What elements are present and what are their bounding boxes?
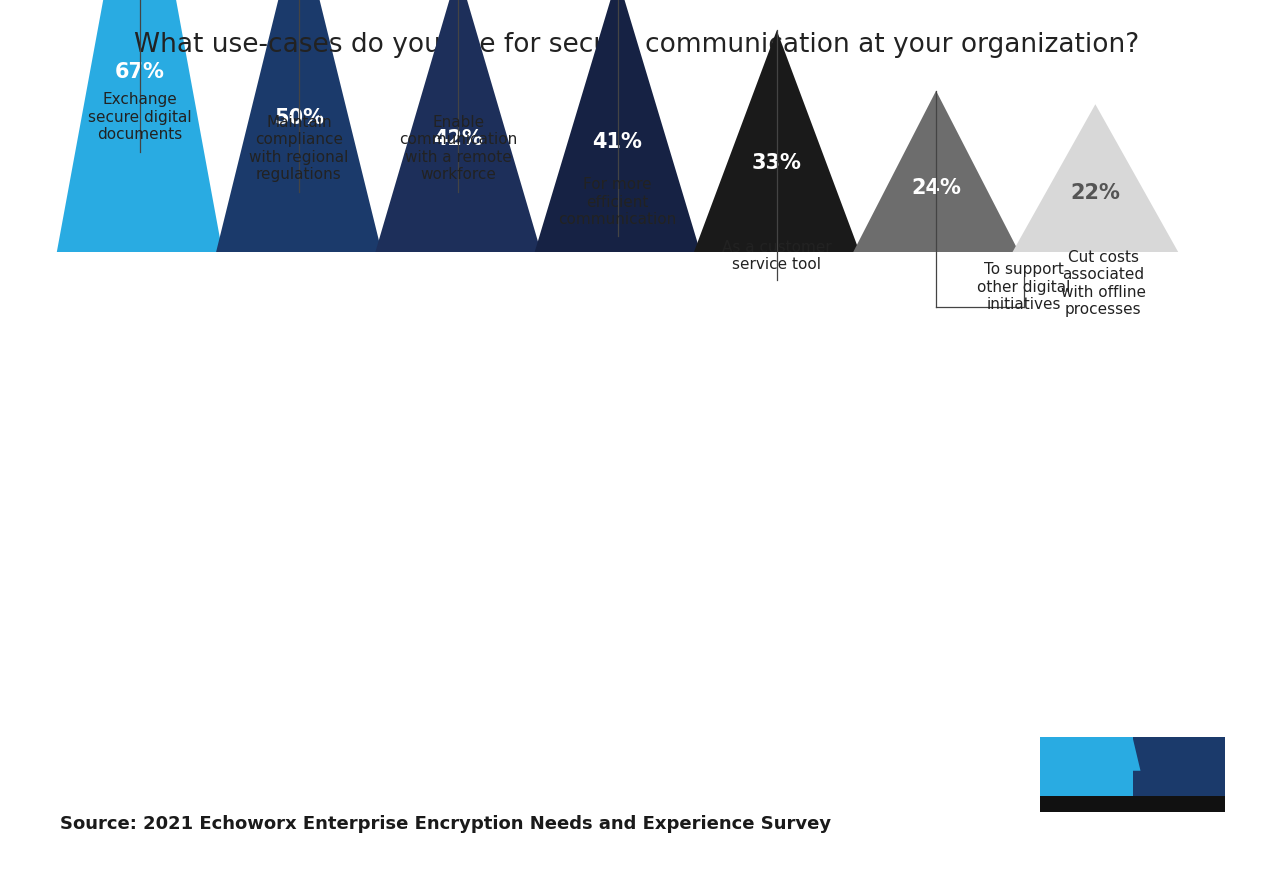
- Text: 24%: 24%: [912, 178, 961, 198]
- Text: Maintain
compliance
with regional
regulations: Maintain compliance with regional regula…: [249, 115, 348, 182]
- Text: 33%: 33%: [752, 153, 802, 174]
- Text: 41%: 41%: [593, 132, 643, 152]
- Text: What use-cases do you see for secure communication at your organization?: What use-cases do you see for secure com…: [134, 32, 1140, 58]
- Text: 22%: 22%: [1071, 183, 1121, 203]
- FancyBboxPatch shape: [1132, 737, 1225, 812]
- Polygon shape: [57, 0, 222, 252]
- Polygon shape: [375, 0, 541, 252]
- Polygon shape: [694, 31, 859, 252]
- FancyBboxPatch shape: [1040, 737, 1132, 812]
- Text: 50%: 50%: [274, 107, 324, 127]
- Polygon shape: [534, 0, 700, 252]
- Text: 42%: 42%: [434, 129, 483, 149]
- Polygon shape: [215, 0, 381, 252]
- Text: Exchange
secure digital
documents: Exchange secure digital documents: [88, 92, 191, 142]
- Polygon shape: [1125, 737, 1141, 771]
- Text: Cut costs
associated
with offline
processes: Cut costs associated with offline proces…: [1061, 249, 1146, 317]
- Text: 67%: 67%: [115, 62, 164, 82]
- FancyBboxPatch shape: [1040, 795, 1225, 812]
- Text: For more
efficient
communication: For more efficient communication: [558, 177, 677, 227]
- Text: As a customer
service tool: As a customer service tool: [722, 240, 831, 272]
- Polygon shape: [853, 91, 1019, 252]
- Polygon shape: [1012, 105, 1178, 252]
- Text: Source: 2021 Echoworx Enterprise Encryption Needs and Experience Survey: Source: 2021 Echoworx Enterprise Encrypt…: [60, 815, 831, 833]
- Text: To support
other digital
initiatives: To support other digital initiatives: [977, 262, 1071, 312]
- Text: Enable
communication
with a remote
workforce: Enable communication with a remote workf…: [399, 115, 518, 182]
